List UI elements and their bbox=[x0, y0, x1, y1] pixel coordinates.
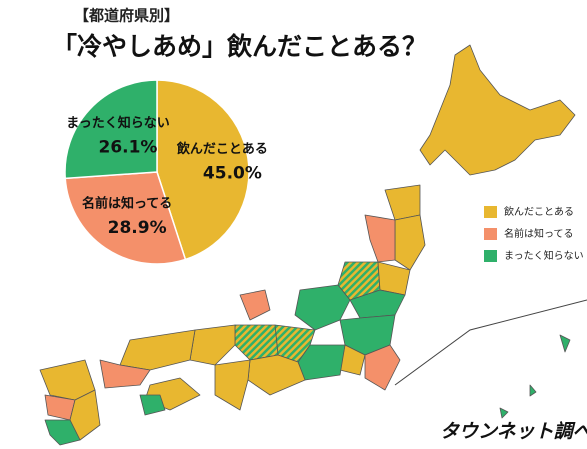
slice-category: まったく知らない bbox=[66, 115, 169, 131]
pie-slice bbox=[64, 79, 158, 180]
map bbox=[39, 44, 587, 446]
pie: 飲んだことある 45.0% 名前は知ってる 28.9% まったく知らない 26.1% bbox=[64, 79, 268, 265]
legend-label: 名前は知ってる bbox=[504, 227, 574, 240]
slice-value-label: 28.9% bbox=[108, 218, 167, 238]
chart-title: 「冷やしあめ」飲んだことある？ bbox=[52, 32, 427, 61]
slice-value-label: 45.0% bbox=[203, 164, 262, 184]
slice-category: 飲んだことある bbox=[176, 141, 268, 157]
pie-slice bbox=[156, 79, 250, 261]
chart-subtitle: 【都道府県別】 bbox=[74, 7, 179, 25]
slice-category: 名前は知ってる bbox=[82, 196, 172, 212]
legend-swatch bbox=[484, 250, 497, 262]
legend-swatch bbox=[484, 206, 497, 218]
slice-value-label: 26.1% bbox=[98, 138, 157, 158]
source: タウンネット調べ bbox=[440, 421, 587, 443]
legend-label: まったく知らない bbox=[504, 249, 584, 262]
pie-slice bbox=[64, 171, 187, 265]
legend-swatch bbox=[484, 228, 497, 240]
legend-label: 飲んだことある bbox=[504, 205, 574, 218]
